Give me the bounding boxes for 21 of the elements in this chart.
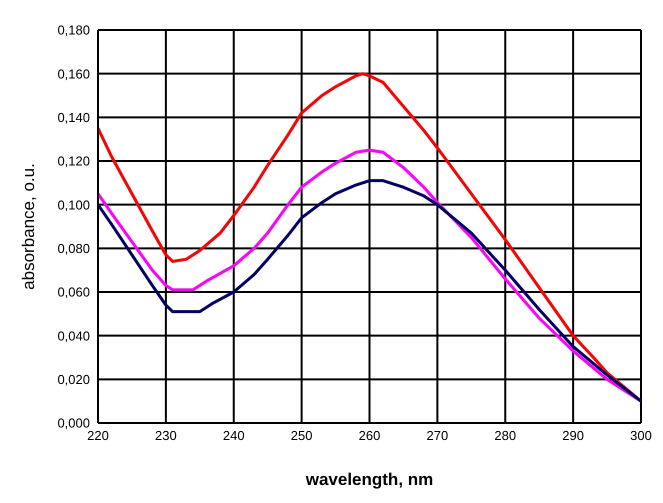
y-tick-label: 0,100 xyxy=(57,197,90,212)
y-tick-label: 0,000 xyxy=(57,416,90,431)
y-tick-label: 0,040 xyxy=(57,328,90,344)
y-tick-label: 0,060 xyxy=(57,284,90,300)
x-axis-title: wavelength, nm xyxy=(304,470,434,489)
y-axis-title: absorbance, o.u. xyxy=(19,163,38,290)
x-tick-label: 290 xyxy=(562,428,584,444)
y-tick-label: 0,180 xyxy=(57,22,90,38)
x-tick-label: 220 xyxy=(87,428,109,444)
y-tick-label: 0,160 xyxy=(57,66,90,82)
y-tick-label: 0,140 xyxy=(57,110,90,125)
x-tick-label: 240 xyxy=(222,428,245,444)
y-tick-label: 0,080 xyxy=(57,240,90,256)
x-tick-label: 230 xyxy=(155,428,177,444)
x-tick-label: 280 xyxy=(494,428,516,444)
x-tick-label: 250 xyxy=(290,428,312,444)
x-tick-label: 270 xyxy=(426,428,448,444)
y-tick-label: 0,120 xyxy=(57,154,90,169)
x-tick-label: 300 xyxy=(630,428,652,444)
y-tick-label: 0,020 xyxy=(57,372,90,387)
x-tick-label: 260 xyxy=(358,428,380,444)
